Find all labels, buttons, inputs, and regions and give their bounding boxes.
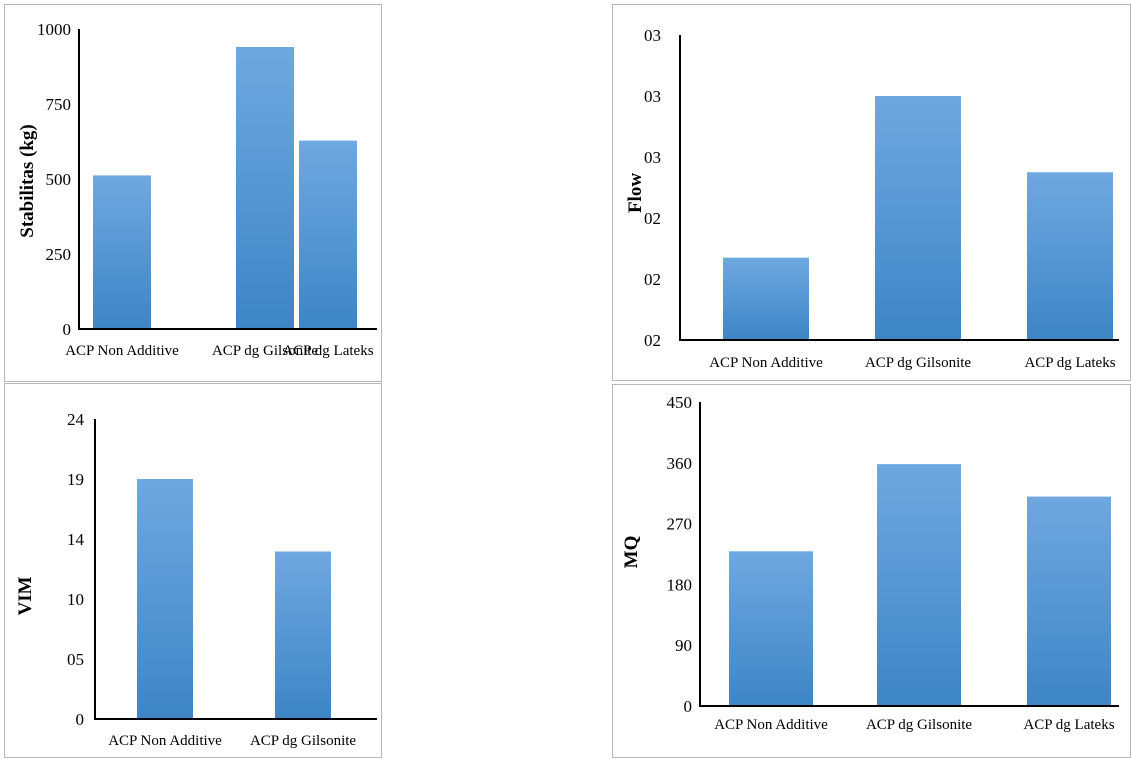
x-category-label: ACP dg Gilsonite <box>212 343 318 359</box>
x-category-label: ACP dg Lateks <box>1024 355 1115 371</box>
y-axis-title: MQ <box>621 536 642 569</box>
bar-1 <box>137 479 193 719</box>
y-tick-label: 02 <box>644 270 661 289</box>
y-tick-label: 750 <box>46 95 72 114</box>
y-tick-label: 03 <box>644 26 661 45</box>
bar-1 <box>729 551 813 706</box>
x-category-label: ACP dg Lateks <box>282 343 373 359</box>
y-tick-label: 500 <box>46 170 72 189</box>
bar-1 <box>723 257 809 340</box>
bar-2 <box>236 47 294 329</box>
y-tick-label: 14 <box>67 530 85 549</box>
chart-panel-vim: 0 05 10 14 19 24 ACP Non Additive ACP dg Gilson… <box>4 383 382 758</box>
y-tick-label: 03 <box>644 87 661 106</box>
y-tick-label: 180 <box>667 575 693 594</box>
chart-panel-stabilitas: 0 250 500 750 1000 ACP Non Additive ACP dg Gil… <box>4 4 382 382</box>
y-tick-label: 02 <box>644 331 661 350</box>
y-axis-title: VIM <box>15 576 36 615</box>
chart-panel-mq: 0 90 180 270 360 450 ACP Non Additive ACP dg Gi… <box>612 384 1131 758</box>
bar-2 <box>275 551 331 719</box>
chart-vim: 0 05 10 14 19 24 ACP Non Additive ACP dg Gilson… <box>15 410 377 749</box>
y-tick-label: 05 <box>67 650 84 669</box>
y-tick-label: 360 <box>667 454 693 473</box>
chart-flow: 02 02 02 03 03 03 ACP Non Additive ACP dg Gilso… <box>625 26 1119 371</box>
y-tick-label: 0 <box>76 710 85 729</box>
chart-mq: 0 90 180 270 360 450 ACP Non Additive ACP dg Gi… <box>621 393 1119 733</box>
x-category-label: ACP dg Gilsonite <box>250 733 356 749</box>
y-tick-label: 270 <box>667 515 693 534</box>
x-category-label: ACP dg Gilsonite <box>865 355 971 371</box>
bar-3 <box>299 140 357 329</box>
y-tick-label: 03 <box>644 148 661 167</box>
y-tick-label: 19 <box>67 470 84 489</box>
x-category-label: ACP Non Additive <box>714 717 828 733</box>
bar-2 <box>875 96 961 340</box>
x-category-label: ACP dg Gilsonite <box>866 717 972 733</box>
y-tick-label: 24 <box>67 410 85 429</box>
x-category-label: ACP Non Additive <box>65 343 179 359</box>
x-category-label: ACP Non Additive <box>108 733 222 749</box>
bar-1 <box>93 175 151 329</box>
x-category-label: ACP dg Lateks <box>1023 717 1114 733</box>
chart-panel-flow: 02 02 02 03 03 03 ACP Non Additive ACP dg Gilso… <box>612 4 1131 381</box>
bar-2 <box>877 464 961 706</box>
x-category-label: ACP Non Additive <box>709 355 823 371</box>
y-tick-label: 90 <box>675 636 692 655</box>
bar-3 <box>1027 172 1113 340</box>
y-tick-label: 0 <box>684 697 693 716</box>
y-tick-label: 450 <box>667 393 693 412</box>
y-axis-title: Flow <box>625 173 646 213</box>
y-tick-label: 250 <box>46 245 72 264</box>
chart-stabilitas: 0 250 500 750 1000 ACP Non Additive ACP dg Gil… <box>17 20 377 359</box>
bar-3 <box>1027 496 1111 706</box>
y-tick-label: 1000 <box>37 20 71 39</box>
y-tick-label: 0 <box>63 320 72 339</box>
y-tick-label: 02 <box>644 209 661 228</box>
y-axis-title: Stabilitas (kg) <box>17 124 38 238</box>
y-tick-label: 10 <box>67 590 84 609</box>
